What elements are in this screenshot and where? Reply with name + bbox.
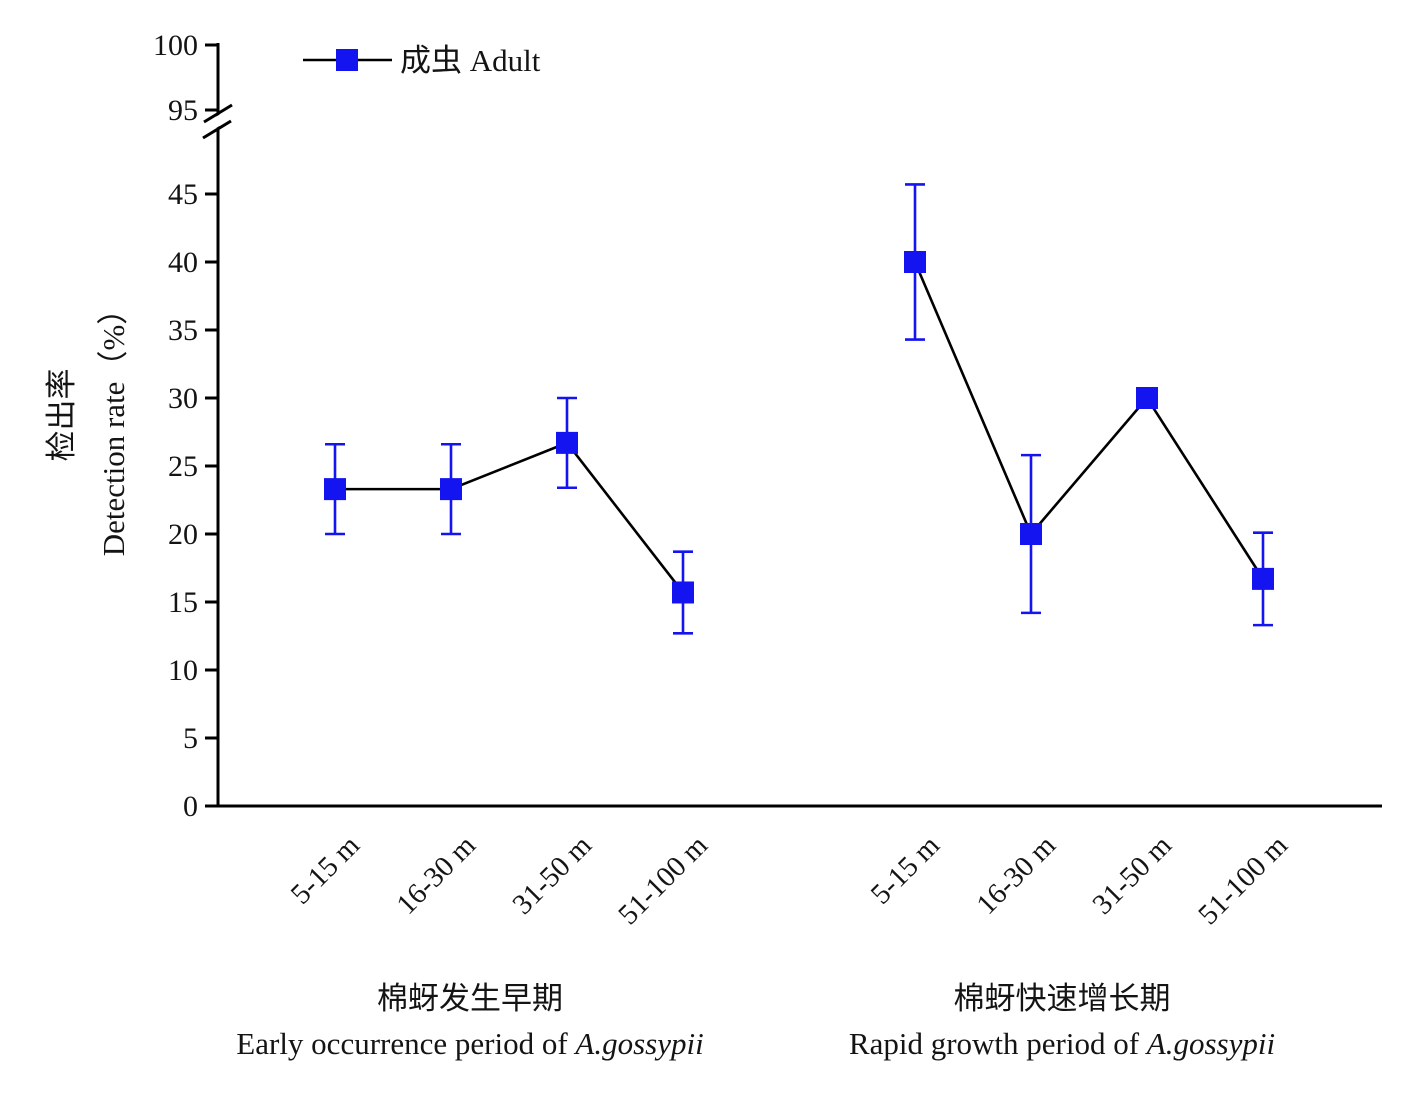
series-line xyxy=(335,441,685,594)
group1-caption-en-text: Early occurrence period of xyxy=(236,1026,576,1061)
group2-caption-en-text: Rapid growth period of xyxy=(848,1026,1147,1061)
group2-caption-zh: 棉蚜快速增长期 xyxy=(953,981,1171,1016)
data-point-marker xyxy=(1252,567,1274,590)
x-tick-label: 16-30 m xyxy=(970,829,1062,921)
x-tick-label: 16-30 m xyxy=(390,829,482,921)
y-tick-label: 40 xyxy=(168,246,198,279)
group2-caption-en-species: A.gossypii xyxy=(1146,1026,1276,1061)
group1-caption-zh: 棉蚜发生早期 xyxy=(377,981,563,1016)
x-category-labels-group1: 5-15 m 16-30 m 31-50 m 51-100 m xyxy=(285,829,715,931)
x-tick-label: 31-50 m xyxy=(1086,829,1178,921)
x-tick-label: 5-15 m xyxy=(865,829,947,911)
y-tick-label: 30 xyxy=(168,382,198,415)
group1-caption-en: Early occurrence period of A.gossypii xyxy=(236,1026,704,1061)
data-point-marker xyxy=(556,431,578,454)
y-tick-labels: 0 5 10 15 20 25 30 35 40 45 95 100 xyxy=(153,29,198,823)
data-point-marker xyxy=(1136,387,1158,409)
y-tick-label: 10 xyxy=(168,654,198,687)
y-tick-label: 0 xyxy=(183,790,198,823)
legend-marker-icon xyxy=(336,49,358,71)
data-point-marker xyxy=(904,251,926,273)
y-tick-label: 15 xyxy=(168,586,198,619)
series-line xyxy=(913,261,1265,580)
x-tick-label: 51-100 m xyxy=(612,829,714,931)
y-tick-label: 95 xyxy=(168,94,198,127)
y-tick-label: 35 xyxy=(168,314,198,347)
x-tick-label: 5-15 m xyxy=(285,829,367,911)
group1-caption-en-species: A.gossypii xyxy=(575,1026,704,1061)
legend: 成虫 Adult xyxy=(303,43,541,78)
x-tick-label: 51-100 m xyxy=(1192,829,1294,931)
y-tick-label: 20 xyxy=(168,518,198,551)
y-tick-label: 25 xyxy=(168,450,198,483)
y-axis-break-icon xyxy=(202,103,233,140)
data-point-marker xyxy=(1020,523,1042,545)
legend-label: 成虫 Adult xyxy=(400,43,541,78)
y-tick-marks xyxy=(205,43,218,808)
x-tick-label: 31-50 m xyxy=(506,829,598,921)
y-axis-title-zh: 检出率 xyxy=(44,369,79,462)
y-tick-label: 45 xyxy=(168,178,198,211)
data-point-marker xyxy=(324,478,346,501)
y-tick-label: 100 xyxy=(153,29,198,62)
y-axis-title-en: Detection rate（%） xyxy=(96,294,131,557)
data-point-marker xyxy=(440,478,462,501)
series-layer xyxy=(324,183,1274,635)
x-category-labels-group2: 5-15 m 16-30 m 31-50 m 51-100 m xyxy=(865,829,1295,931)
data-point-marker xyxy=(672,581,694,604)
y-tick-label: 5 xyxy=(183,722,198,755)
group2-caption-en: Rapid growth period of A.gossypii xyxy=(848,1026,1276,1061)
